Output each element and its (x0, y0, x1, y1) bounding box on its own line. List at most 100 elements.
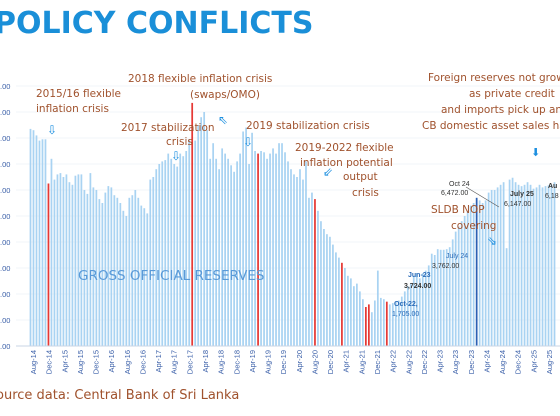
bar (35, 135, 38, 346)
data-label-july25-value: 6,147.00 (504, 201, 531, 208)
bar (394, 301, 397, 346)
bar (544, 186, 547, 346)
series-label: GROSS OFFICIAL RESERVES (78, 268, 264, 284)
bar (224, 153, 226, 346)
bar (457, 226, 460, 346)
bar (505, 248, 508, 346)
bar (406, 286, 409, 346)
bar (236, 161, 238, 346)
bar (116, 197, 119, 346)
bar (155, 169, 158, 346)
bar (433, 255, 436, 346)
bar (131, 195, 134, 346)
bar (134, 190, 137, 346)
bar (74, 175, 77, 346)
bar (194, 140, 197, 346)
annotation-2017-line1: 2017 stabilization (121, 122, 215, 134)
y-tick-label: .00 (0, 186, 10, 195)
bar (113, 195, 116, 346)
bar (317, 210, 319, 346)
bar (170, 158, 173, 346)
x-tick-label: Apr-25 (529, 350, 538, 373)
x-tick-label: Apr-18 (201, 350, 210, 373)
bar (314, 199, 316, 346)
bar (338, 257, 340, 346)
bar (385, 301, 388, 346)
data-label-july25-date: July 25 (510, 191, 534, 198)
data-label-oct22-value: 1,705.00 (392, 311, 419, 318)
bar (541, 187, 544, 346)
bar (379, 297, 382, 346)
bar (161, 161, 164, 346)
bar (514, 182, 517, 346)
bar (508, 179, 511, 346)
bar (353, 286, 355, 346)
bar (439, 249, 442, 346)
annotation-2018-arrow: ⇖ (218, 113, 228, 127)
y-tick-label: .00 (0, 290, 10, 299)
bar (484, 200, 487, 346)
bar (469, 205, 472, 346)
annotation-2019-2022-line4: crisis (352, 187, 379, 199)
y-tick-label: .00 (0, 108, 10, 117)
bar (107, 186, 110, 346)
bar (532, 188, 535, 346)
x-axis-ticks: Aug-14 Dec-14 Apr-15 Aug-15 Dec-15 Apr-16 Aug-… (29, 350, 554, 374)
bar (367, 304, 370, 346)
bar (466, 210, 469, 346)
slide-title: POLICY CONFLICTS (0, 6, 314, 41)
bar (415, 273, 418, 346)
x-tick-label: Apr-16 (107, 350, 116, 373)
bar (356, 283, 358, 346)
bar (68, 182, 71, 346)
bar (475, 197, 478, 346)
bar (185, 151, 188, 346)
bar (38, 140, 41, 346)
bar (302, 179, 304, 346)
data-label-july24-value: 3,762.00 (432, 263, 459, 270)
bar (71, 184, 74, 346)
bar (397, 300, 400, 346)
y-tick-label: .00 (0, 82, 10, 91)
bar (451, 239, 454, 346)
annotation-2019-2022-line1: 2019-2022 flexible (295, 142, 394, 154)
bar (553, 182, 556, 346)
bar (56, 174, 59, 346)
bar (400, 296, 403, 346)
bar (290, 169, 292, 346)
bar (448, 247, 451, 346)
bar (373, 300, 376, 346)
bar (547, 185, 550, 346)
bar (299, 169, 301, 346)
bar (364, 307, 367, 346)
chart-bars (29, 102, 556, 347)
bar (50, 158, 53, 346)
bar (493, 190, 496, 346)
bar (146, 213, 149, 346)
annotation-2018-line2: (swaps/OMO) (190, 89, 260, 101)
bar (526, 182, 529, 346)
annotation-2015-16-line1: 2015/16 flexible (36, 88, 121, 100)
bar (305, 161, 307, 346)
annotation-2019-2022-arrow: ⇙ (323, 165, 333, 179)
bar (263, 152, 265, 346)
bar (152, 177, 155, 346)
annotation-2019-arrow: ⇩ (243, 135, 253, 149)
bar (227, 158, 229, 346)
x-tick-label: Dec-23 (467, 350, 476, 374)
bar (110, 187, 113, 346)
data-label-oct24-value: 6,472.00 (441, 190, 468, 197)
x-tick-label: Dec-19 (279, 350, 288, 374)
bar (418, 278, 421, 346)
data-label-jun23-value: 3,724.00 (404, 283, 431, 290)
annotation-reserves-line4: CB domestic asset sales halted (422, 120, 560, 132)
annotation-2019-2022-line2: inflation potential (300, 157, 393, 169)
bar (239, 153, 241, 346)
annotation-2017-line2: crisis (166, 136, 193, 148)
bar (149, 179, 152, 346)
bar (182, 156, 185, 346)
bar (29, 128, 32, 346)
bar (269, 153, 271, 346)
annotation-reserves-line1: Foreign reserves not growing (428, 72, 560, 84)
bar (511, 177, 514, 346)
